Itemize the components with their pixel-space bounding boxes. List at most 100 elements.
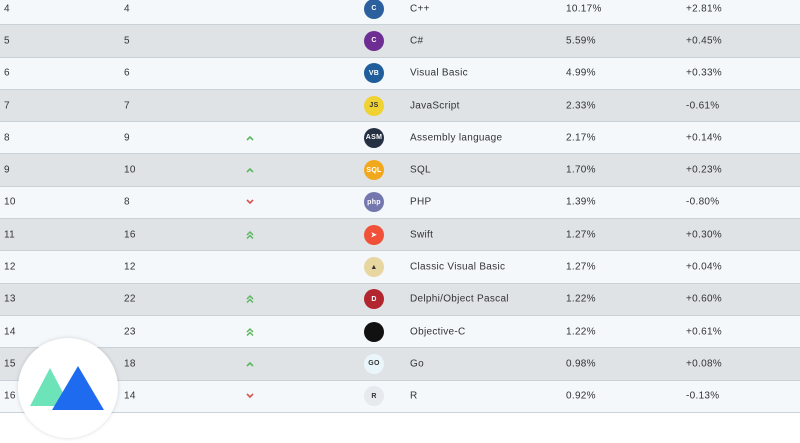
rank-change — [244, 3, 256, 15]
current-rank: 8 — [4, 132, 10, 144]
rating-change: -0.13% — [686, 390, 720, 402]
previous-rank: 16 — [124, 229, 136, 241]
language-name: Objective-C — [410, 326, 466, 338]
table-row[interactable]: 12 12 ▲ Classic Visual Basic 1.27% +0.04% — [0, 251, 800, 284]
ranking-table: 4 4 C C++ 10.17% +2.81% 5 5 C C# 5.59% +0.45% 6 6 VB Vi… — [0, 0, 800, 413]
rank-change — [244, 67, 256, 79]
visual-basic-icon: VB — [364, 63, 384, 84]
rating: 1.27% — [566, 229, 596, 241]
table-row[interactable]: 13 22 D Delphi/Object Pascal 1.22% +0.60% — [0, 283, 800, 316]
rating-change: +0.45% — [686, 35, 722, 47]
rating-change: +0.23% — [686, 164, 722, 176]
current-rank: 13 — [4, 293, 16, 305]
current-rank: 11 — [4, 229, 15, 241]
table-row[interactable]: 10 8 php PHP 1.39% -0.80% — [0, 186, 800, 220]
current-rank: 10 — [4, 196, 16, 208]
logo-mark-icon — [30, 366, 104, 410]
rating: 1.22% — [566, 293, 596, 305]
rating: 4.99% — [566, 67, 596, 79]
previous-rank: 22 — [124, 293, 136, 305]
language-name: Go — [410, 358, 424, 370]
rating-change: +0.14% — [686, 132, 722, 144]
language-name: C# — [410, 35, 424, 47]
rating-change: +0.30% — [686, 229, 722, 241]
current-rank: 5 — [4, 35, 10, 47]
classic-visual-basic-icon: ▲ — [364, 257, 384, 278]
current-rank: 7 — [4, 100, 10, 112]
site-logo — [18, 338, 118, 438]
current-rank: 9 — [4, 164, 10, 176]
go-icon: GO — [364, 353, 384, 374]
rating-change: +0.60% — [686, 293, 722, 305]
language-name: C++ — [410, 3, 430, 15]
table-row[interactable]: 5 5 C C# 5.59% +0.45% — [0, 25, 800, 58]
previous-rank: 18 — [124, 358, 136, 370]
javascript-icon: JS — [364, 95, 384, 116]
current-rank: 14 — [4, 326, 16, 338]
chevron-up-icon — [244, 358, 256, 370]
table-row[interactable]: 6 6 VB Visual Basic 4.99% +0.33% — [0, 57, 800, 90]
cplusplus-icon: C — [364, 0, 384, 19]
r-icon: R — [364, 386, 384, 407]
php-icon: php — [364, 192, 384, 213]
previous-rank: 14 — [124, 390, 136, 402]
chevron-up-icon — [244, 132, 256, 144]
previous-rank: 10 — [124, 164, 136, 176]
rating-change: -0.80% — [686, 196, 720, 208]
rank-change — [244, 261, 256, 273]
current-rank: 4 — [4, 3, 10, 15]
rating-change: +0.61% — [686, 326, 722, 338]
rating: 1.27% — [566, 261, 596, 273]
table-row[interactable]: 11 16 ➤ Swift 1.27% +0.30% — [0, 219, 800, 252]
current-rank: 15 — [4, 358, 16, 370]
language-name: Delphi/Object Pascal — [410, 293, 509, 305]
table-row[interactable]: 16 14 R R 0.92% -0.13% — [0, 380, 800, 413]
language-name: Assembly language — [410, 132, 503, 144]
rating-change: +0.04% — [686, 261, 722, 273]
current-rank: 12 — [4, 261, 16, 273]
double-chevron-up-icon — [244, 293, 256, 305]
previous-rank: 23 — [124, 326, 136, 338]
rating: 1.22% — [566, 326, 596, 338]
objective-c-icon — [364, 321, 384, 342]
rating: 10.17% — [566, 3, 602, 15]
language-name: R — [410, 390, 418, 402]
chevron-down-icon — [244, 196, 256, 208]
rating: 0.92% — [566, 390, 596, 402]
language-name: JavaScript — [410, 100, 460, 112]
csharp-icon: C — [364, 30, 384, 51]
rating: 0.98% — [566, 358, 596, 370]
rank-change — [244, 100, 256, 112]
rating-change: -0.61% — [686, 100, 720, 112]
rating-change: +0.33% — [686, 67, 722, 79]
table-row[interactable]: 8 9 ASM Assembly language 2.17% +0.14% — [0, 122, 800, 155]
current-rank: 16 — [4, 390, 16, 402]
previous-rank: 9 — [124, 132, 130, 144]
previous-rank: 5 — [124, 35, 130, 47]
chevron-up-icon — [244, 164, 256, 176]
table-row[interactable]: 4 4 C C++ 10.17% +2.81% — [0, 0, 800, 26]
assembly-icon: ASM — [364, 127, 384, 148]
rating-change: +0.08% — [686, 358, 722, 370]
previous-rank: 7 — [124, 100, 130, 112]
rank-change — [244, 35, 256, 47]
language-name: SQL — [410, 164, 431, 176]
chevron-down-icon — [244, 390, 256, 402]
rating: 2.33% — [566, 100, 596, 112]
rating: 2.17% — [566, 132, 596, 144]
language-name: Visual Basic — [410, 67, 468, 79]
rating: 1.39% — [566, 196, 596, 208]
previous-rank: 12 — [124, 261, 136, 273]
sql-icon: SQL — [364, 160, 384, 181]
previous-rank: 4 — [124, 3, 130, 15]
delphi-icon: D — [364, 289, 384, 310]
double-chevron-up-icon — [244, 229, 256, 241]
swift-icon: ➤ — [364, 224, 384, 245]
rating-change: +2.81% — [686, 3, 722, 15]
table-row[interactable]: 9 10 SQL SQL 1.70% +0.23% — [0, 154, 800, 187]
table-row[interactable]: 14 23 Objective-C 1.22% +0.61% — [0, 315, 800, 349]
current-rank: 6 — [4, 67, 10, 79]
table-row[interactable]: 7 7 JS JavaScript 2.33% -0.61% — [0, 89, 800, 123]
table-row[interactable]: 15 18 GO Go 0.98% +0.08% — [0, 348, 800, 381]
previous-rank: 8 — [124, 196, 130, 208]
